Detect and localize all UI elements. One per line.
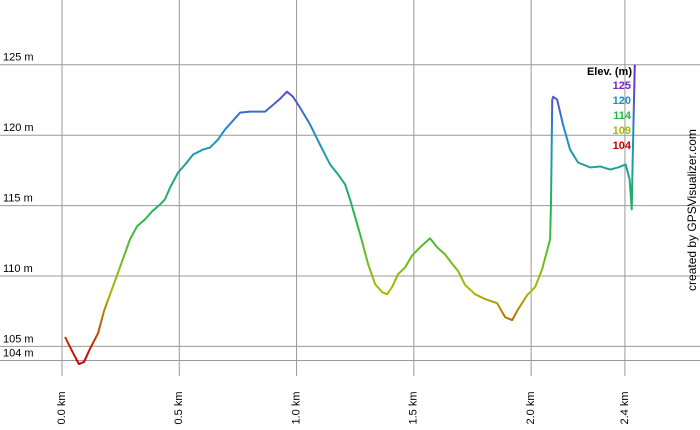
x-tick-label: 0.5 km	[173, 391, 185, 424]
legend-value: 125	[613, 80, 631, 92]
x-tick-label: 2.4 km	[619, 391, 631, 424]
legend-value: 114	[613, 110, 632, 122]
credit: created by GPSVisualizer.com	[685, 129, 699, 291]
elevation-line	[64, 64, 636, 366]
legend-title: Elev. (m)	[587, 66, 632, 78]
y-tick-label: 104 m	[3, 347, 34, 359]
y-tick-label: 115 m	[3, 193, 33, 205]
x-tick-label: 1.0 km	[290, 391, 302, 424]
y-tick-label: 125 m	[3, 52, 34, 64]
legend-value: 109	[613, 125, 631, 137]
x-tick-label: 0.0 km	[56, 391, 68, 424]
y-tick-label: 120 m	[3, 122, 34, 134]
y-tick-label: 110 m	[3, 263, 33, 275]
legend-value: 104	[613, 140, 632, 152]
x-tick-label: 1.5 km	[408, 391, 420, 424]
y-tick-label: 105 m	[3, 333, 34, 345]
legend-value: 120	[613, 95, 631, 107]
x-tick-label: 2.0 km	[525, 391, 537, 424]
